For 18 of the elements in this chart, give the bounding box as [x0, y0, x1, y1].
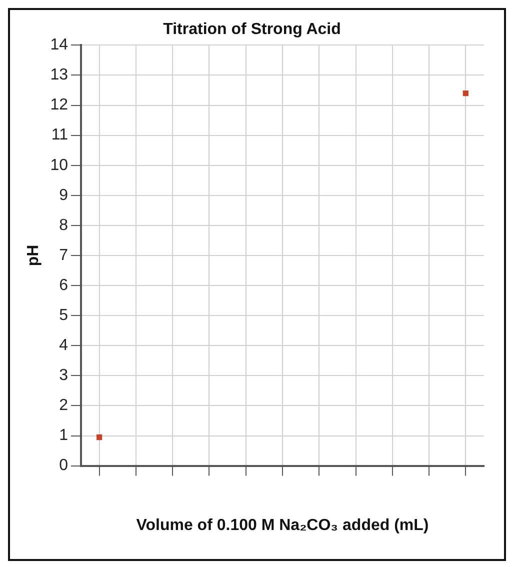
y-tick-label: 10 — [50, 156, 68, 174]
y-tick-label: 4 — [59, 337, 68, 354]
y-tick-label: 6 — [59, 276, 68, 294]
y-tick-label: 5 — [59, 306, 68, 324]
y-tick-label: 3 — [59, 367, 68, 384]
y-tick-label: 13 — [50, 66, 68, 84]
x-axis-title: Volume of 0.100 M Na₂CO₃ added (mL) — [136, 516, 429, 534]
chart-title: Titration of Strong Acid — [163, 21, 341, 38]
y-tick-label: 12 — [50, 96, 68, 114]
y-tick-label: 11 — [51, 126, 68, 144]
y-tick-label: 0 — [59, 457, 68, 474]
y-tick-label: 1 — [59, 427, 68, 444]
y-tick-label: 9 — [59, 186, 68, 204]
y-axis-title: pH — [25, 244, 42, 266]
y-tick-label: 14 — [50, 36, 68, 54]
y-tick-label: 2 — [59, 397, 68, 414]
y-tick-label: 7 — [59, 246, 68, 264]
y-tick-label: 8 — [59, 216, 68, 234]
